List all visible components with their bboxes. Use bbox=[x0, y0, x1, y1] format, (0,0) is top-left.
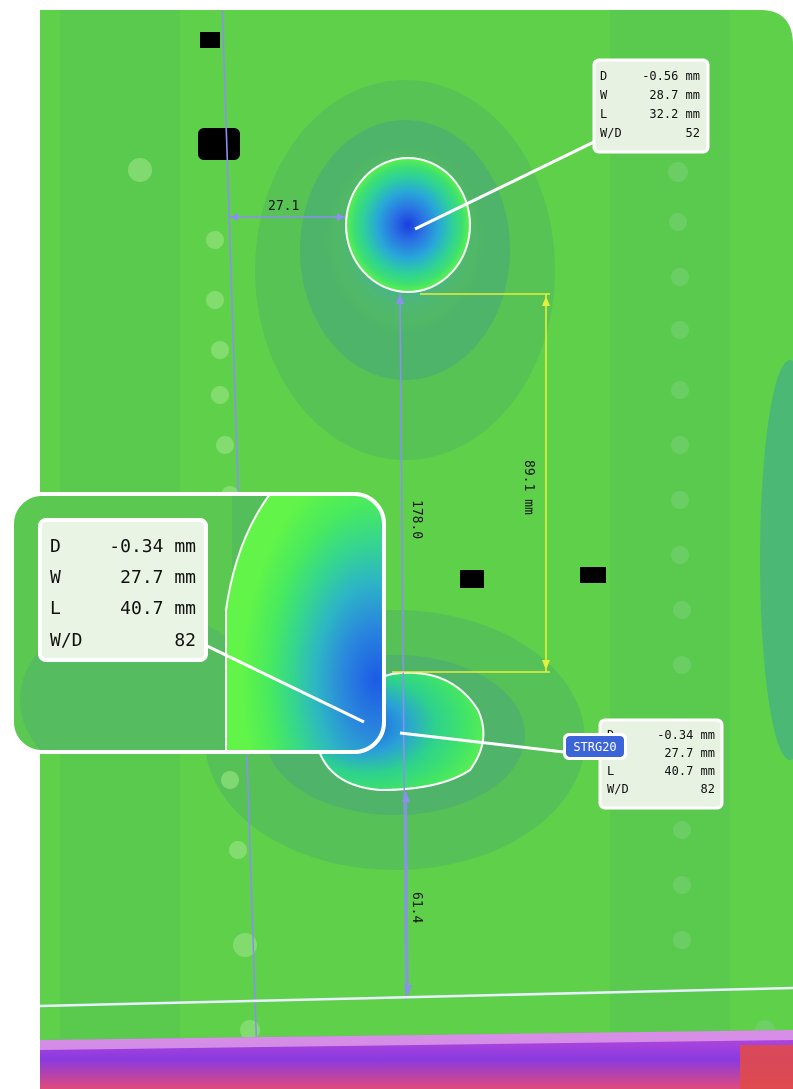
dent-upper-val-l: 32.2 mm bbox=[649, 107, 700, 121]
stringer-tag: STRG20 bbox=[563, 733, 627, 760]
horizontal-offset-label: 27.1 bbox=[268, 199, 299, 214]
dent-lower-key-l: L bbox=[607, 764, 614, 778]
dent-upper-key-d: D bbox=[600, 69, 607, 83]
zoom-key-w: W bbox=[50, 567, 61, 588]
zoom-val-d: -0.34 mm bbox=[109, 536, 196, 557]
dent-upper-key-w: W bbox=[600, 88, 608, 102]
dent-lower-val-d: -0.34 mm bbox=[657, 728, 715, 742]
stringer-tag-label: STRG20 bbox=[573, 740, 616, 754]
zoom-val-wd: 82 bbox=[174, 630, 196, 651]
dent-upper-info-box: D -0.56 mm W 28.7 mm L 32.2 mm W/D 52 bbox=[592, 58, 710, 154]
dent-upper-key-l: L bbox=[600, 107, 607, 121]
gap-distance-label: 89.1 mm bbox=[521, 460, 536, 515]
center-distance-label: 178.0 bbox=[409, 500, 424, 539]
dent-lower-val-w: 27.7 mm bbox=[664, 746, 715, 760]
dent-lower-val-l: 40.7 mm bbox=[664, 764, 715, 778]
dent-upper-val-wd: 52 bbox=[686, 126, 700, 140]
zoom-val-w: 27.7 mm bbox=[120, 567, 196, 588]
dent-upper-key-wd: W/D bbox=[600, 126, 622, 140]
dent-lower-val-wd: 82 bbox=[701, 782, 715, 796]
zoom-key-d: D bbox=[50, 536, 61, 557]
zoom-key-wd: W/D bbox=[50, 630, 83, 651]
dent-upper-region bbox=[345, 157, 471, 293]
dent-lower-key-wd: W/D bbox=[607, 782, 629, 796]
zoom-inset: D -0.34 mm W 27.7 mm L 40.7 mm W/D 82 bbox=[10, 492, 386, 754]
zoom-val-l: 40.7 mm bbox=[120, 598, 196, 619]
zoom-key-l: L bbox=[50, 598, 61, 619]
rivet-row-left bbox=[128, 158, 260, 1040]
dent-upper-val-d: -0.56 mm bbox=[642, 69, 700, 83]
dent-upper-val-w: 28.7 mm bbox=[649, 88, 700, 102]
bottom-offset-label: 61.4 bbox=[409, 892, 424, 923]
